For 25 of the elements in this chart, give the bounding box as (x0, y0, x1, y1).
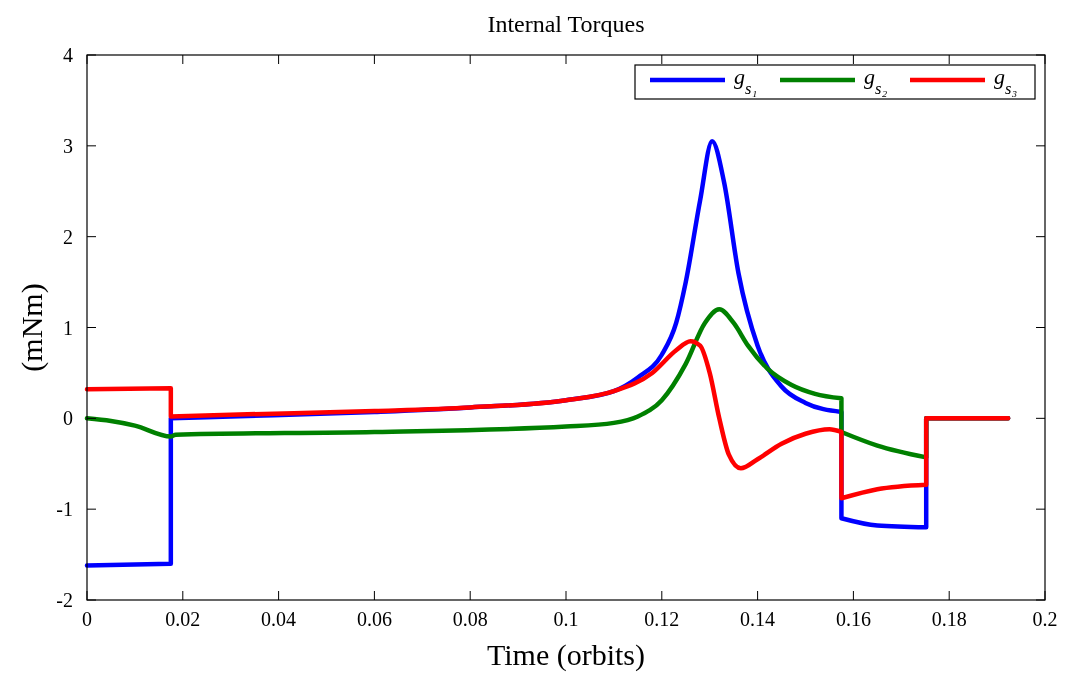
x-tick-label: 0.18 (931, 608, 967, 630)
y-tick-label: 3 (63, 134, 73, 157)
y-tick-label: -1 (56, 498, 73, 521)
y-tick-label: 2 (63, 225, 73, 248)
x-tick-label: 0.2 (1032, 608, 1058, 630)
legend-label: g$_{s₃}$ (994, 64, 1018, 98)
y-tick-label: 1 (63, 316, 73, 339)
x-tick-label: 0.08 (452, 608, 488, 630)
x-tick-label: 0.14 (740, 608, 776, 630)
y-tick-label: 0 (63, 407, 73, 430)
x-tick-label: 0 (82, 608, 92, 630)
y-axis-title: (mNm) (15, 283, 49, 372)
chart-title: Internal Torques (487, 11, 645, 37)
line-series (84, 338, 1011, 501)
x-tick-label: 0.06 (356, 608, 392, 630)
legend-label: g$_{s₁}$ (734, 64, 758, 98)
x-tick-label: 0.1 (553, 608, 579, 630)
y-tick-label: 4 (63, 44, 73, 66)
x-tick-label: 0.12 (644, 608, 680, 630)
x-axis-title: Time (orbits) (486, 638, 646, 672)
legend-label: g$_{s₂}$ (864, 64, 888, 98)
x-tick-label: 0.02 (165, 608, 201, 630)
y-tick-label: -2 (56, 589, 73, 611)
x-tick-label: 0.04 (261, 608, 297, 630)
x-tick-label: 0.16 (835, 608, 871, 630)
